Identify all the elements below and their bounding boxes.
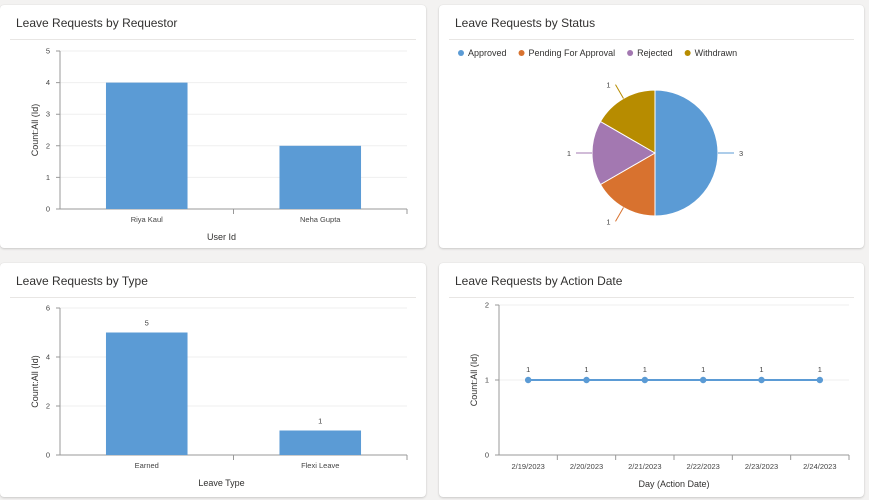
line-chart-action-date: 0 1 2 1 2/19/2023 1 2/20/2023 1 2/21/2023 1 2/22/2… — [469, 301, 850, 489]
legend-marker — [518, 50, 525, 56]
card-divider — [449, 39, 854, 40]
data-label: 1 — [818, 365, 822, 374]
data-point-5 — [816, 376, 824, 384]
bar-chart-requestor: 0 1 2 3 4 5 Riya Kaul Neha Gupta User Id Count:Al… — [30, 47, 408, 242]
x-tick-label: Earned — [135, 461, 159, 470]
x-axis-title: User Id — [207, 232, 236, 242]
x-tick-label: Neha Gupta — [300, 215, 341, 224]
x-tick-label: 2/23/2023 — [745, 462, 778, 471]
chart-card-requestor: Leave Requests by Requestor 0 1 2 3 4 5 Riya K… — [0, 5, 426, 248]
chart-title-requestor: Leave Requests by Requestor — [16, 16, 178, 30]
data-point-3 — [699, 376, 707, 384]
bar-type-0 — [105, 332, 188, 455]
bar-requestor-1 — [279, 145, 362, 209]
legend-item-withdrawn: Withdrawn — [695, 48, 738, 58]
y-axis-title: Count:All (Id) — [30, 104, 40, 157]
pie-data-label: 1 — [606, 81, 610, 90]
card-divider — [449, 297, 854, 298]
x-axis-title: Day (Action Date) — [638, 479, 709, 489]
x-tick-label: 2/24/2023 — [803, 462, 836, 471]
y-tick-label: 5 — [46, 47, 50, 56]
pie-leader-line — [615, 84, 624, 99]
y-axis-title: Count:All (Id) — [469, 354, 479, 407]
legend-marker — [684, 50, 691, 56]
pie-data-label: 3 — [739, 149, 743, 158]
data-point-4 — [758, 376, 765, 384]
chart-title-type: Leave Requests by Type — [16, 274, 148, 288]
y-axis-title: Count:All (Id) — [30, 355, 40, 408]
card-divider — [10, 297, 416, 298]
data-label: 1 — [759, 365, 763, 374]
chart-card-type: Leave Requests by Type 0 2 4 6 Earned 5 Flexi … — [0, 263, 426, 497]
data-point-0 — [524, 376, 532, 384]
x-axis-title: Leave Type — [198, 478, 244, 488]
legend-item-pending-for-approval: Pending For Approval — [529, 48, 616, 58]
data-label: 1 — [701, 365, 705, 374]
chart-title-action-date: Leave Requests by Action Date — [455, 274, 623, 288]
x-tick-label: Flexi Leave — [301, 461, 339, 470]
y-tick-label: 3 — [46, 110, 50, 119]
bar-type-1 — [279, 430, 362, 455]
y-tick-label: 2 — [46, 141, 50, 150]
pie-slice-approved — [654, 89, 719, 217]
pie-chart-status: Approved Pending For Approval Rejected With… — [458, 48, 743, 226]
pie-leader-line — [615, 207, 624, 222]
pie-data-label: 1 — [606, 217, 610, 226]
data-label: 1 — [584, 365, 588, 374]
x-tick-label: 2/21/2023 — [628, 462, 661, 471]
x-tick-label: 2/22/2023 — [686, 462, 719, 471]
legend-item-approved: Approved — [468, 48, 507, 58]
x-tick-label: Riya Kaul — [131, 215, 163, 224]
y-tick-label: 2 — [485, 301, 489, 310]
y-tick-label: 4 — [46, 353, 50, 362]
y-tick-label: 1 — [485, 376, 489, 385]
card-divider — [10, 39, 416, 40]
legend-item-rejected: Rejected — [637, 48, 673, 58]
legend-marker — [627, 50, 634, 56]
chart-title-status: Leave Requests by Status — [455, 16, 596, 30]
data-label: 5 — [145, 319, 149, 328]
data-point-2 — [641, 376, 649, 384]
y-tick-label: 0 — [46, 451, 50, 460]
y-tick-label: 0 — [46, 205, 50, 214]
y-tick-label: 0 — [485, 451, 489, 460]
x-tick-label: 2/20/2023 — [570, 462, 603, 471]
x-tick-label: 2/19/2023 — [511, 462, 544, 471]
bar-chart-type: 0 2 4 6 Earned 5 Flexi Leave 1 Leave Type Count:A… — [30, 304, 408, 488]
pie-data-label: 1 — [567, 149, 571, 158]
data-label: 1 — [318, 417, 322, 426]
y-tick-label: 2 — [46, 402, 50, 411]
y-tick-label: 1 — [46, 173, 50, 182]
y-tick-label: 4 — [46, 78, 50, 87]
bar-requestor-0 — [105, 82, 188, 209]
legend-marker — [458, 50, 464, 56]
y-tick-label: 6 — [46, 304, 50, 313]
chart-card-status: Leave Requests by Status Approved Pending… — [439, 5, 864, 248]
data-point-1 — [583, 376, 590, 384]
chart-card-action-date: Leave Requests by Action Date 0 1 2 1 2/19/2… — [439, 263, 864, 497]
data-label: 1 — [643, 365, 647, 374]
data-label: 1 — [526, 365, 530, 374]
